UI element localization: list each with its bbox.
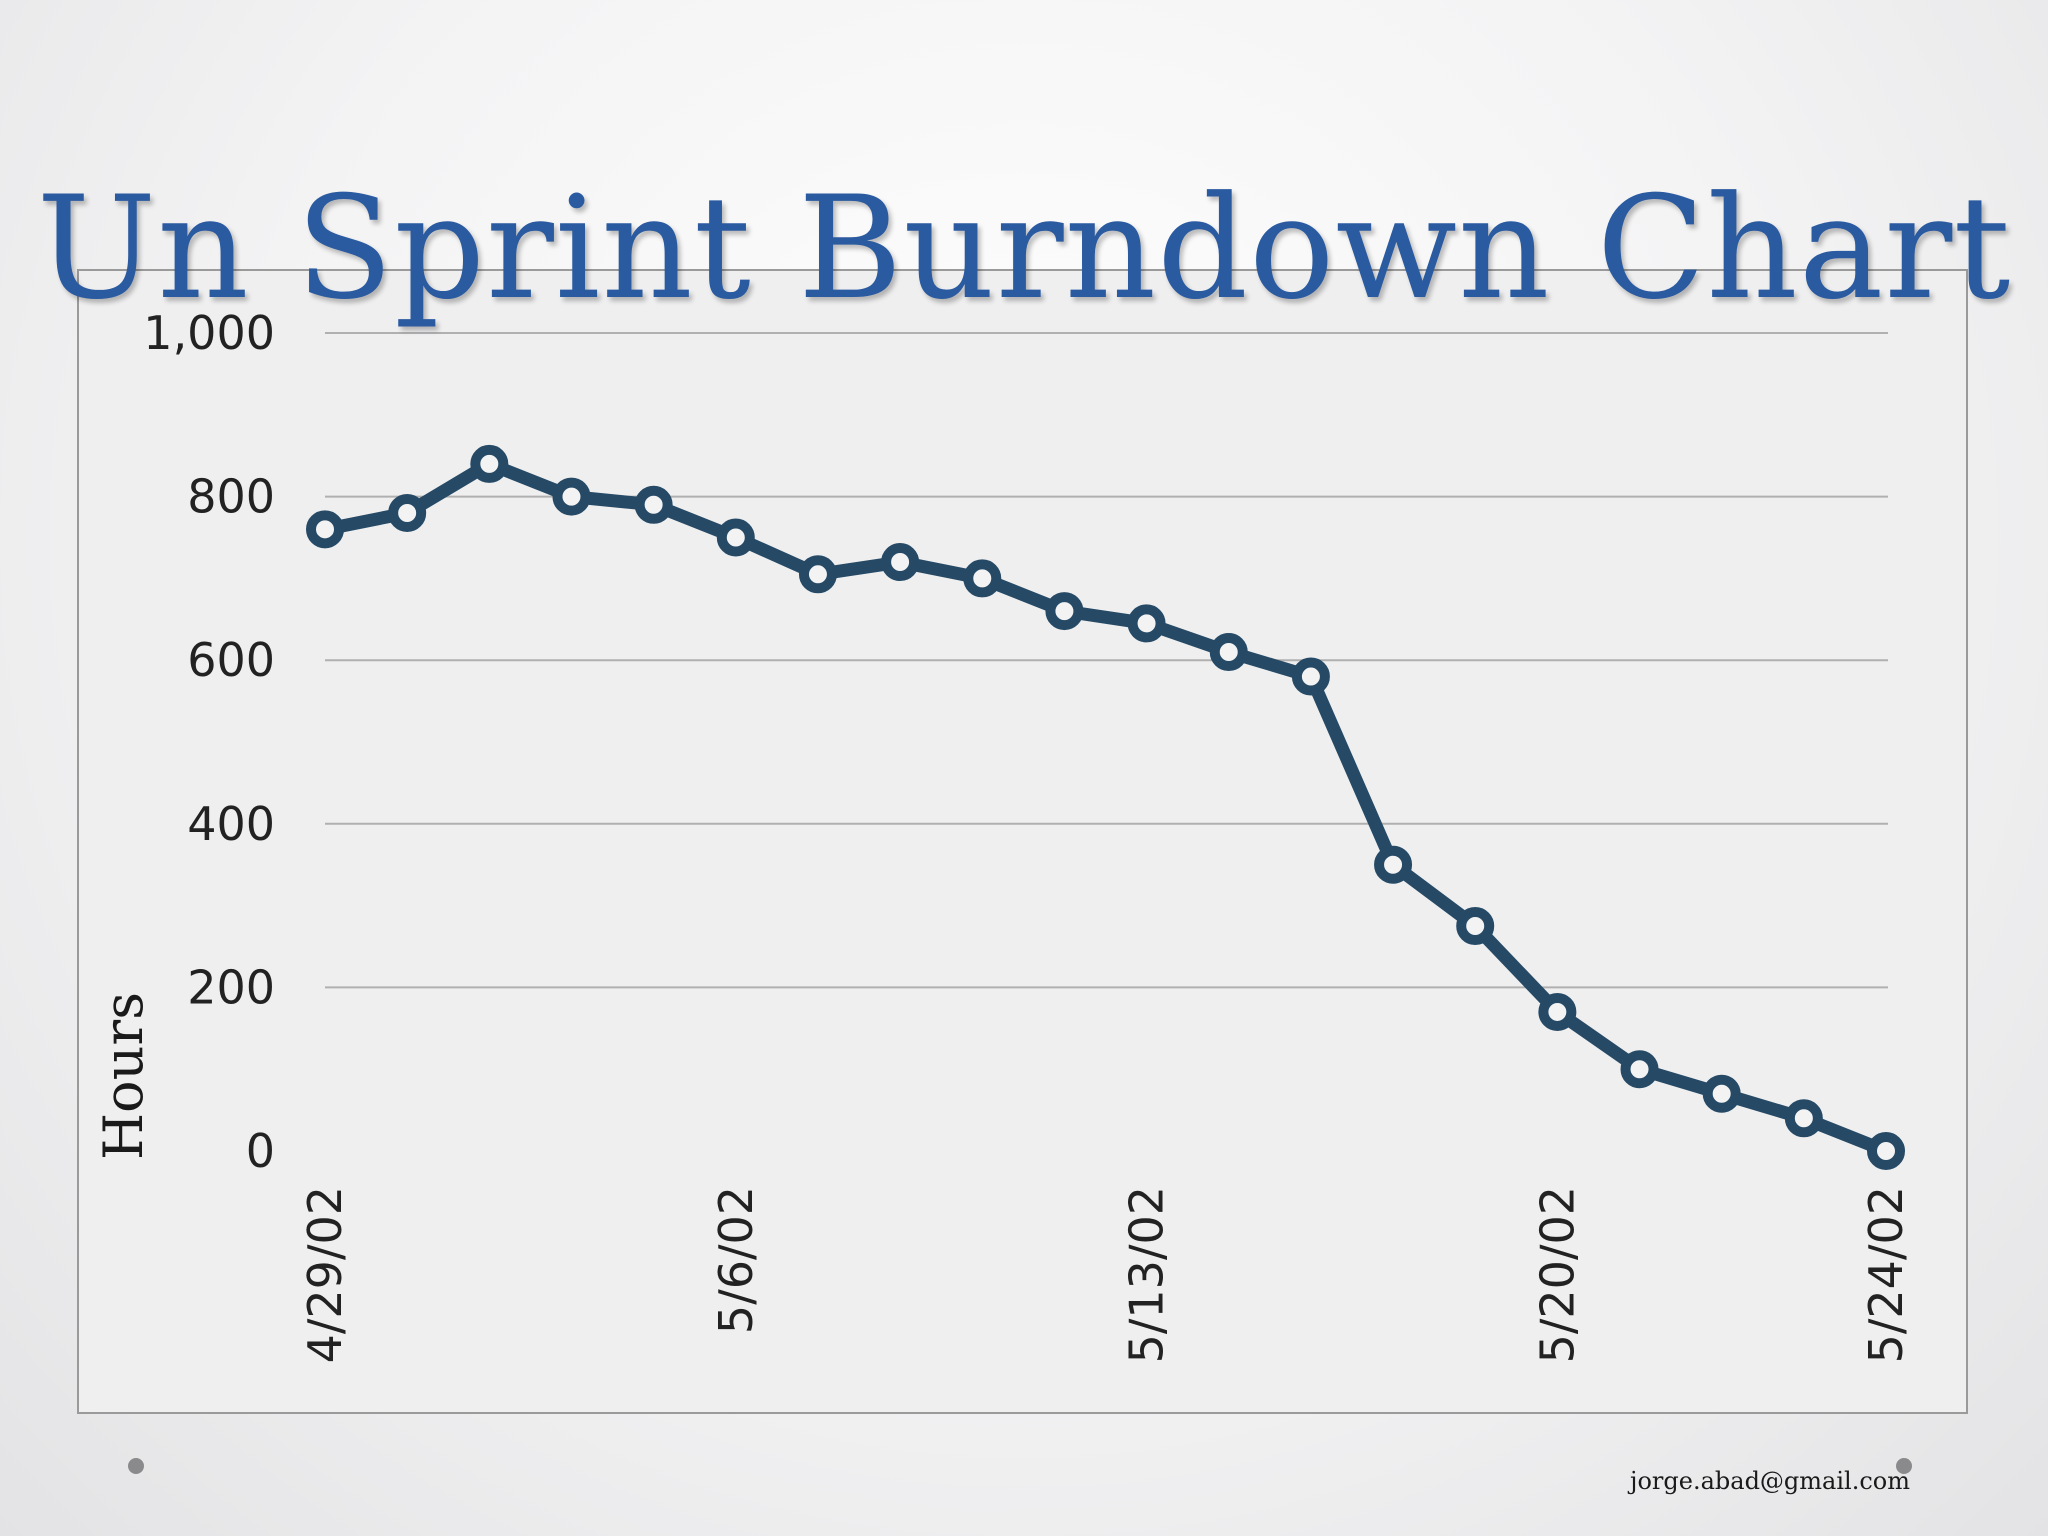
data-point	[1784, 1099, 1823, 1138]
footer-email: jorge.abad@gmail.com	[1630, 1467, 1910, 1495]
chart-frame	[77, 269, 1968, 1414]
series-hours	[306, 444, 1905, 1170]
data-point	[1209, 633, 1248, 672]
data-point	[552, 477, 591, 516]
data-point	[1867, 1132, 1905, 1170]
data-point	[798, 555, 837, 594]
x-tick-label: 5/20/02	[1530, 1186, 1584, 1363]
x-tick-label: 5/24/02	[1859, 1186, 1913, 1363]
data-point	[1045, 592, 1084, 631]
y-tick-label: 800	[187, 470, 275, 524]
footer-dot-left	[128, 1458, 144, 1474]
data-point	[1702, 1074, 1741, 1113]
y-tick-label: 200	[187, 960, 275, 1014]
y-tick-label: 0	[246, 1124, 275, 1178]
y-axis-label: Hours	[92, 992, 155, 1160]
y-tick-label: 1,000	[143, 306, 275, 360]
x-axis-ticks: 4/29/02 5/6/02 5/13/02 5/20/02 5/24/02	[298, 1186, 1913, 1363]
data-point	[634, 485, 673, 524]
slide-title: Un Sprint Burndown Chart	[36, 166, 2012, 331]
x-tick-label: 5/13/02	[1120, 1186, 1174, 1363]
data-point	[716, 518, 755, 557]
data-point	[470, 444, 509, 483]
data-point	[963, 559, 1002, 598]
data-point	[1620, 1050, 1659, 1089]
data-point	[1538, 992, 1577, 1031]
data-point	[306, 510, 344, 549]
gridlines	[325, 332, 1888, 989]
data-point	[1127, 604, 1166, 643]
y-axis-ticks: 0 200 400 600 800 1,000	[143, 306, 275, 1178]
footer-dot-right	[1896, 1458, 1912, 1474]
data-point	[388, 493, 427, 532]
data-point	[1291, 657, 1330, 696]
data-point	[881, 543, 920, 582]
y-tick-label: 400	[187, 797, 275, 851]
series-line	[318, 457, 1893, 1158]
data-point	[1456, 907, 1495, 946]
x-tick-label: 4/29/02	[298, 1186, 352, 1363]
x-tick-label: 5/6/02	[709, 1186, 763, 1334]
data-point	[1374, 845, 1413, 884]
y-tick-label: 600	[187, 633, 275, 687]
